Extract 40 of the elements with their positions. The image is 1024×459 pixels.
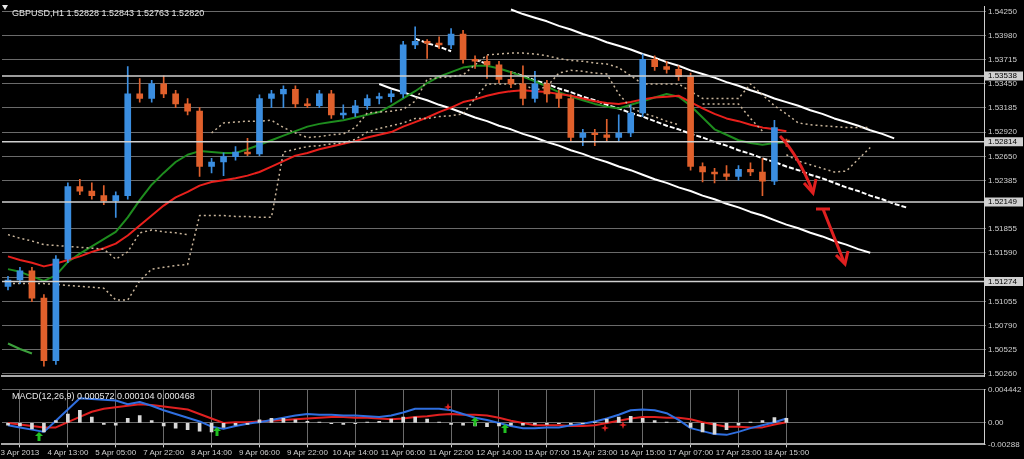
ref-line-label: 1.53538 [988,71,1018,81]
x-tick-label: 7 Apr 22:00 [143,448,185,458]
y-tick-label: 1.52650 [988,151,1018,161]
y-tick-label: 0.00 [988,418,1005,428]
x-tick-label: 16 Apr 15:00 [620,448,666,458]
x-tick-label: 17 Apr 07:00 [667,448,714,458]
x-tick-label: 10 Apr 14:00 [332,448,379,458]
x-tick-label: 11 Apr 22:00 [428,448,475,458]
x-tick-label: 9 Apr 22:00 [286,448,329,458]
x-tick-label: 12 Apr 14:00 [476,448,523,458]
x-tick-label: 17 Apr 23:00 [715,448,762,458]
x-tick-label: 3 Apr 2013 [0,448,40,458]
y-tick-label: 1.53980 [988,31,1018,41]
y-tick-label: 1.53715 [988,55,1018,65]
y-tick-label: 1.51855 [988,223,1018,233]
y-tick-label: 1.54250 [988,6,1018,16]
x-tick-label: 15 Apr 07:00 [524,448,571,458]
x-tick-label: 8 Apr 14:00 [191,448,233,458]
y-tick-label: 1.53185 [988,103,1018,113]
x-tick-label: 11 Apr 06:00 [380,448,427,458]
x-tick-label: 18 Apr 15:00 [763,448,810,458]
ref-line-label: 1.51274 [988,276,1018,286]
x-tick-label: 15 Apr 23:00 [572,448,619,458]
y-tick-label: 1.50790 [988,320,1018,330]
chart-title: GBPUSD,H1 1.52828 1.52843 1.52763 1.52820 [12,8,205,19]
y-tick-label: 0.004442 [988,385,1022,394]
x-tick-label: 4 Apr 13:00 [47,448,89,458]
y-tick-label: 1.50260 [988,368,1018,378]
y-tick-label: 1.53450 [988,79,1018,89]
ref-line-label: 1.52149 [988,197,1018,207]
ref-line-label: 1.52814 [988,136,1018,146]
y-tick-label: 1.52385 [988,175,1018,185]
y-tick-label: 1.52920 [988,127,1018,137]
y-tick-label: 1.51055 [988,296,1018,306]
chart-title: MACD(12,26,9) 0.000572 0.000104 0.000468 [12,391,195,402]
y-tick-label: 1.51590 [988,247,1018,257]
x-tick-label: 9 Apr 06:00 [239,448,281,458]
y-tick-label: 1.50525 [988,344,1018,354]
y-tick-label: -0.00288 [988,439,1021,449]
x-tick-label: 5 Apr 05:00 [95,448,137,458]
